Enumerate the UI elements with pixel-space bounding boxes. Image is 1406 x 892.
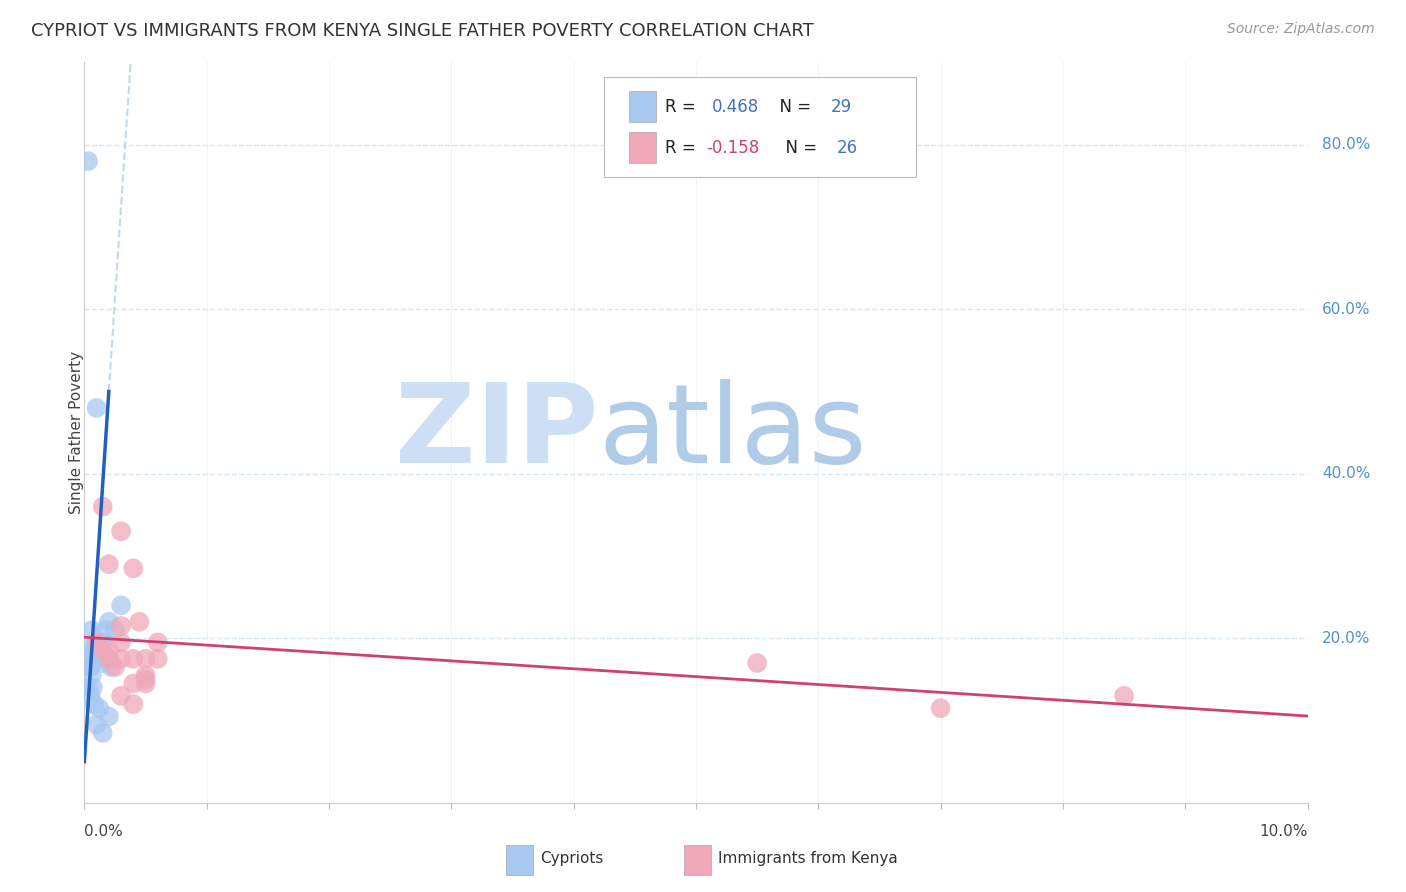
Point bbox=[87, 701, 110, 715]
Point bbox=[135, 676, 157, 690]
Text: 20.0%: 20.0% bbox=[1322, 631, 1371, 646]
Point bbox=[97, 652, 120, 666]
Text: CYPRIOT VS IMMIGRANTS FROM KENYA SINGLE FATHER POVERTY CORRELATION CHART: CYPRIOT VS IMMIGRANTS FROM KENYA SINGLE … bbox=[31, 22, 814, 40]
Point bbox=[86, 401, 108, 415]
Point bbox=[135, 668, 157, 682]
Point bbox=[110, 599, 132, 613]
Point bbox=[77, 652, 100, 666]
Point bbox=[110, 635, 132, 649]
Point bbox=[91, 726, 114, 740]
Point bbox=[77, 660, 100, 674]
Point bbox=[146, 652, 169, 666]
Point bbox=[747, 656, 769, 670]
Text: Source: ZipAtlas.com: Source: ZipAtlas.com bbox=[1227, 22, 1375, 37]
Text: 40.0%: 40.0% bbox=[1322, 467, 1371, 482]
Bar bbox=[683, 845, 710, 875]
Point bbox=[83, 643, 105, 657]
Point bbox=[77, 681, 100, 695]
Text: Immigrants from Kenya: Immigrants from Kenya bbox=[718, 851, 898, 866]
Point bbox=[89, 640, 111, 654]
Text: 0.468: 0.468 bbox=[711, 98, 759, 116]
Y-axis label: Single Father Poverty: Single Father Poverty bbox=[69, 351, 83, 514]
Text: Cypriots: Cypriots bbox=[541, 851, 605, 866]
Point bbox=[1114, 689, 1136, 703]
Point bbox=[110, 524, 132, 539]
Point bbox=[82, 681, 104, 695]
Text: R =: R = bbox=[665, 138, 702, 157]
Point bbox=[110, 689, 132, 703]
Point bbox=[87, 652, 110, 666]
Text: 26: 26 bbox=[837, 138, 858, 157]
Point bbox=[91, 500, 114, 514]
Point bbox=[110, 652, 132, 666]
Text: N =: N = bbox=[776, 138, 823, 157]
Point bbox=[97, 615, 120, 629]
Point bbox=[110, 619, 132, 633]
Point bbox=[77, 154, 100, 169]
Text: N =: N = bbox=[769, 98, 817, 116]
Text: R =: R = bbox=[665, 98, 702, 116]
Point bbox=[80, 623, 103, 637]
Point bbox=[97, 652, 120, 666]
Point bbox=[84, 648, 107, 662]
Text: 10.0%: 10.0% bbox=[1260, 824, 1308, 839]
Point bbox=[97, 643, 120, 657]
Bar bbox=[628, 91, 655, 122]
Point bbox=[91, 635, 114, 649]
Point bbox=[122, 561, 145, 575]
Point bbox=[79, 689, 101, 703]
Point bbox=[135, 673, 157, 687]
Point bbox=[97, 558, 120, 572]
Text: 60.0%: 60.0% bbox=[1322, 301, 1371, 317]
Point bbox=[86, 652, 108, 666]
Point bbox=[97, 709, 120, 723]
Point bbox=[91, 643, 114, 657]
Point bbox=[104, 660, 127, 674]
Point bbox=[128, 615, 150, 629]
Point bbox=[104, 623, 127, 637]
Point bbox=[100, 660, 122, 674]
Point bbox=[929, 701, 952, 715]
Point bbox=[86, 635, 108, 649]
Point bbox=[94, 623, 117, 637]
Point bbox=[122, 676, 145, 690]
Bar bbox=[506, 845, 533, 875]
Point bbox=[91, 656, 114, 670]
Point bbox=[135, 652, 157, 666]
Text: ZIP: ZIP bbox=[395, 379, 598, 486]
Text: 0.0%: 0.0% bbox=[84, 824, 124, 839]
Text: atlas: atlas bbox=[598, 379, 866, 486]
Point bbox=[122, 652, 145, 666]
Point bbox=[82, 640, 104, 654]
Point bbox=[146, 635, 169, 649]
Point bbox=[79, 660, 101, 674]
Bar bbox=[628, 132, 655, 163]
Text: -0.158: -0.158 bbox=[706, 138, 759, 157]
Text: 80.0%: 80.0% bbox=[1322, 137, 1371, 153]
Point bbox=[83, 697, 105, 711]
Point bbox=[122, 697, 145, 711]
Point bbox=[86, 717, 108, 731]
Point bbox=[80, 668, 103, 682]
Text: 29: 29 bbox=[831, 98, 852, 116]
FancyBboxPatch shape bbox=[605, 78, 917, 178]
